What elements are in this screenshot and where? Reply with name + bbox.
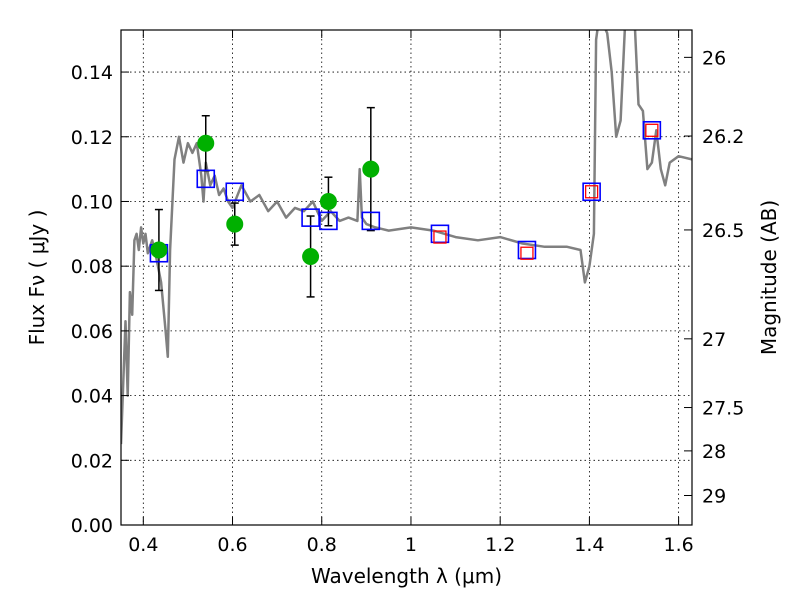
y2-tick-label: 27.5 [702, 398, 744, 420]
model-band-box [361, 211, 381, 231]
y-tick-label: 0.12 [71, 127, 113, 149]
y-axis-label: Flux Fν ( μJy ) [25, 210, 49, 346]
model-band-box [582, 182, 601, 202]
model-band-box [301, 208, 320, 227]
x-axis-label: Wavelength λ (μm) [311, 564, 502, 588]
y-tick-label: 0.14 [71, 62, 113, 84]
observed-point [150, 241, 168, 259]
x-tick-label: 1 [405, 534, 417, 556]
tick-labels: 0.4 0.6 0.8 1 1.2 1.4 1.6 0.00 0.02 0.04 0.06 0.08 0… [71, 47, 745, 556]
axis-ticks [121, 30, 692, 526]
data-points [149, 106, 662, 298]
model-band-box [430, 224, 450, 244]
model-band-box [517, 240, 537, 260]
y-tick-label: 0.02 [71, 450, 113, 472]
nir-band-box [433, 230, 447, 244]
model-band-box [642, 120, 662, 140]
y2-tick-label: 27 [702, 329, 726, 351]
model-band-box [196, 169, 216, 189]
x-tick-label: 0.8 [307, 534, 337, 556]
observed-point [197, 134, 215, 152]
model-band-box [319, 211, 338, 231]
nir-band-box [584, 185, 599, 199]
observed-point [319, 192, 337, 210]
y2-tick-label: 28 [702, 441, 726, 463]
nir-band-box [520, 246, 534, 260]
y-tick-label: 0.04 [71, 386, 113, 408]
x-tick-label: 1.4 [574, 534, 604, 556]
y-tick-label: 0.08 [71, 256, 113, 278]
y-tick-label: 0.00 [71, 515, 113, 537]
sed-model-line [121, 30, 692, 445]
x-tick-label: 0.6 [217, 534, 247, 556]
x-tick-label: 1.2 [485, 534, 515, 556]
observed-point [226, 215, 244, 233]
y-tick-label: 0.10 [71, 191, 113, 213]
x-tick-label: 0.4 [128, 534, 158, 556]
grid-lines [121, 30, 692, 525]
y2-tick-label: 26.2 [702, 126, 744, 148]
y2-tick-label: 29 [702, 485, 726, 507]
nir-band-box [645, 123, 659, 137]
plot-frame [120, 29, 693, 526]
y-tick-label: 0.06 [71, 321, 113, 343]
observed-point [302, 247, 320, 265]
x-tick-label: 1.6 [664, 534, 694, 556]
y2-tick-label: 26 [702, 47, 726, 69]
observed-point [362, 160, 380, 178]
y2-axis-label: Magnitude (AB) [757, 200, 781, 355]
y2-tick-label: 26.5 [702, 220, 744, 242]
sed-model-curve [121, 30, 692, 445]
model-band-box [225, 182, 245, 202]
